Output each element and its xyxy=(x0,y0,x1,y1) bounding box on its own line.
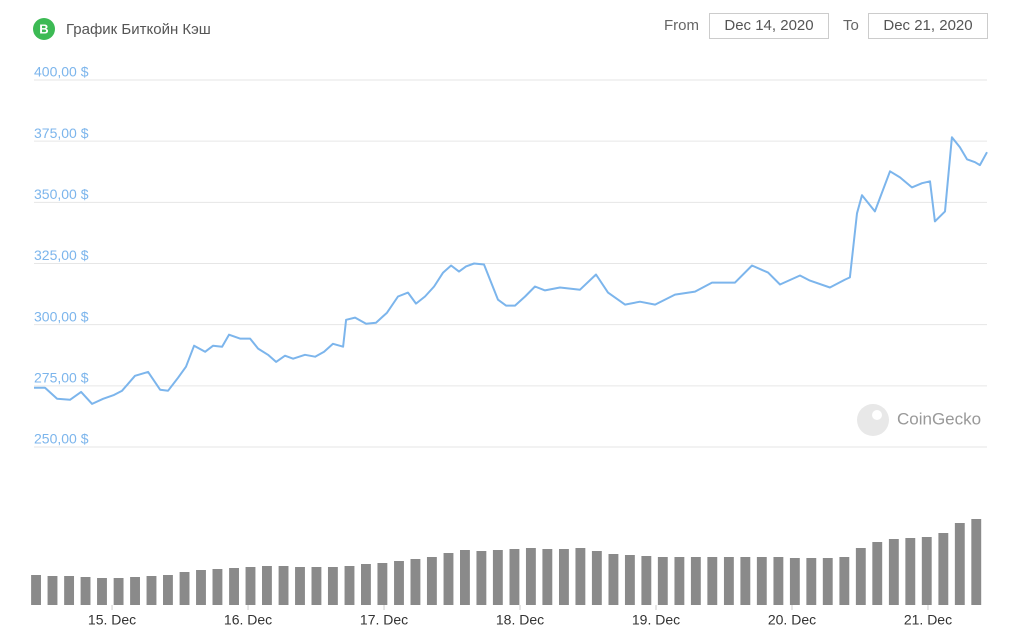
volume-bar xyxy=(690,557,701,605)
volume-bar xyxy=(278,566,289,605)
volume-bar xyxy=(525,548,536,605)
watermark-text: CoinGecko xyxy=(897,409,981,428)
y-tick-label: 250,00 $ xyxy=(34,431,89,447)
volume-bar xyxy=(674,557,685,605)
volume-bar xyxy=(723,557,734,605)
volume-bar xyxy=(130,577,140,605)
volume-bar xyxy=(756,557,767,605)
volume-bar xyxy=(624,555,635,605)
volume-bar xyxy=(426,557,437,605)
volume-bar xyxy=(443,553,454,605)
x-tick-label: 21. Dec xyxy=(904,612,952,628)
watermark: CoinGecko xyxy=(857,404,981,436)
y-tick-label: 350,00 $ xyxy=(34,186,89,202)
volume-bar xyxy=(872,542,883,605)
volume-bar xyxy=(657,557,668,605)
volume-bar xyxy=(773,557,784,605)
volume-bar xyxy=(492,550,503,605)
y-tick-label: 325,00 $ xyxy=(34,247,89,263)
volume-bar xyxy=(97,578,107,605)
volume-bar xyxy=(229,568,239,605)
x-tick-label: 19. Dec xyxy=(632,612,680,628)
volume-bar xyxy=(179,572,190,605)
y-tick-label: 300,00 $ xyxy=(34,308,89,324)
coin-icon xyxy=(33,18,55,40)
volume-bar xyxy=(938,533,949,605)
volume-bar xyxy=(641,556,652,605)
to-date[interactable]: Dec 21, 2020 xyxy=(868,13,988,39)
volume-bar xyxy=(64,576,75,605)
x-tick-label: 15. Dec xyxy=(88,612,136,628)
volume-bar xyxy=(591,551,602,605)
y-tick-label: 400,00 $ xyxy=(34,64,89,80)
x-tick-label: 18. Dec xyxy=(496,612,544,628)
volume-bar xyxy=(212,569,223,605)
volume-bar xyxy=(460,550,470,605)
volume-bar xyxy=(344,566,355,605)
y-tick-label: 275,00 $ xyxy=(34,370,89,386)
volume-bar xyxy=(509,549,520,605)
volume-bar xyxy=(822,558,833,605)
volume-bar xyxy=(954,523,965,605)
volume-bar xyxy=(394,561,404,605)
volume-bar xyxy=(31,575,41,605)
volume-bar xyxy=(47,576,58,605)
coin-icon-symbol: B xyxy=(39,21,48,36)
volume-bar xyxy=(707,557,718,605)
volume-bar xyxy=(327,567,338,605)
volume-bar xyxy=(196,570,206,605)
volume-bar xyxy=(377,563,388,605)
volume-bar xyxy=(146,576,157,605)
volume-bar xyxy=(476,551,487,605)
volume-bar xyxy=(839,557,850,605)
volume-bar xyxy=(80,577,91,605)
volume-bar xyxy=(905,538,916,605)
volume-bar xyxy=(113,578,124,605)
volume-bar xyxy=(410,559,421,605)
volume-bar xyxy=(608,554,619,605)
volume-bar xyxy=(262,566,272,605)
chart-title: График Биткойн Кэш xyxy=(66,21,211,38)
price-line xyxy=(34,136,988,405)
volume-bar xyxy=(806,558,817,605)
volume-bar xyxy=(789,558,800,605)
volume-bar xyxy=(971,519,982,605)
x-tick-label: 16. Dec xyxy=(224,612,272,628)
to-label: To xyxy=(843,17,859,34)
x-tick-label: 20. Dec xyxy=(768,612,816,628)
volume-bar xyxy=(245,567,256,605)
volume-bar xyxy=(888,539,899,605)
volume-bar xyxy=(855,548,866,605)
from-date[interactable]: Dec 14, 2020 xyxy=(709,13,829,39)
x-tick-label: 17. Dec xyxy=(360,612,408,628)
volume-bar xyxy=(575,548,586,605)
volume-bar xyxy=(295,567,305,605)
volume-bar xyxy=(921,537,932,605)
volume-bar xyxy=(740,557,751,605)
volume-bar xyxy=(542,549,553,605)
volume-bar xyxy=(361,564,371,605)
volume-bar xyxy=(559,549,569,605)
volume-bar xyxy=(311,567,322,605)
from-label: From xyxy=(664,17,699,34)
volume-bar xyxy=(163,575,173,605)
y-tick-label: 375,00 $ xyxy=(34,125,89,141)
